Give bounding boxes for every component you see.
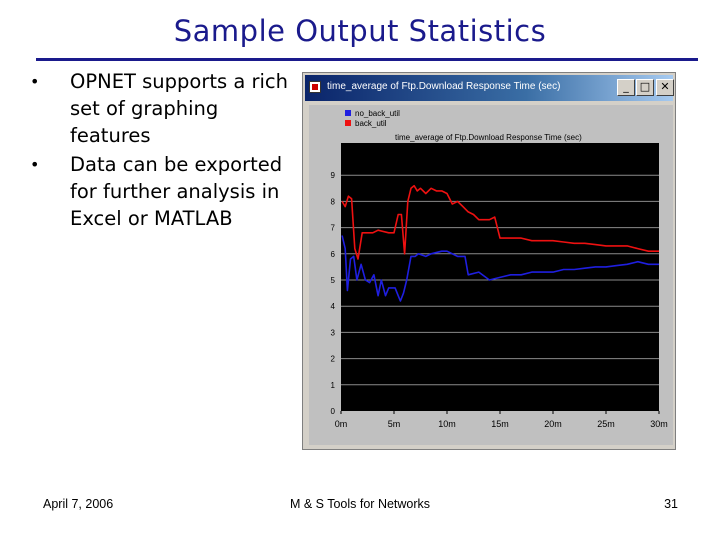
legend-label: no_back_util (355, 109, 400, 118)
graph-window[interactable]: time_average of Ftp.Download Response Ti… (302, 72, 676, 450)
y-tick-label: 3 (331, 328, 336, 337)
window-title: time_average of Ftp.Download Response Ti… (327, 81, 561, 92)
y-tick-label: 8 (331, 197, 336, 206)
x-tick-label: 25m (597, 419, 615, 429)
y-tick-label: 4 (331, 302, 336, 311)
x-tick-label: 0m (335, 419, 348, 429)
y-tick-label: 1 (331, 381, 336, 390)
bullet-item: • Data can be exported for further analys… (30, 151, 298, 232)
x-tick-label: 20m (544, 419, 562, 429)
plot-area: no_back_util back_util time_average of Ftp… (309, 105, 673, 445)
y-tick-label: 0 (331, 407, 336, 416)
maximize-button[interactable]: □ (636, 79, 654, 96)
series-line-back-util (341, 184, 659, 260)
close-button[interactable]: ✕ (656, 79, 674, 96)
y-tick-label: 9 (331, 171, 336, 180)
footer-page-number: 31 (664, 497, 678, 511)
bullet-dot-icon: • (30, 72, 40, 91)
y-tick-label: 5 (331, 276, 336, 285)
bullet-item: • OPNET supports a rich set of graphing f… (30, 68, 298, 149)
slide-title: Sample Output Statistics (173, 14, 547, 48)
bullet-text: Data can be exported for further analysi… (70, 153, 283, 230)
y-tick-label: 2 (331, 355, 336, 364)
y-tick-label: 6 (331, 250, 336, 259)
bullet-text: OPNET supports a rich set of graphing fe… (70, 70, 289, 147)
window-app-icon[interactable] (309, 81, 321, 93)
legend-swatch (345, 110, 351, 116)
x-tick-label: 5m (388, 419, 401, 429)
legend-swatch (345, 120, 351, 126)
x-tick-label: 15m (491, 419, 509, 429)
series-line-no-back-util (341, 235, 659, 302)
x-tick-label: 30m (650, 419, 668, 429)
bullet-list: • OPNET supports a rich set of graphing f… (30, 68, 298, 234)
minimize-button[interactable]: _ (617, 79, 635, 96)
legend-label: back_util (355, 119, 387, 128)
window-titlebar[interactable]: time_average of Ftp.Download Response Ti… (305, 75, 674, 101)
footer-title: M & S Tools for Networks (289, 497, 431, 511)
x-tick-label: 10m (438, 419, 456, 429)
title-underline (36, 58, 698, 61)
y-tick-label: 7 (331, 224, 336, 233)
footer-date: April 7, 2006 (43, 497, 114, 511)
bullet-dot-icon: • (30, 155, 40, 174)
chart-title: time_average of Ftp.Download Response Ti… (395, 133, 582, 142)
